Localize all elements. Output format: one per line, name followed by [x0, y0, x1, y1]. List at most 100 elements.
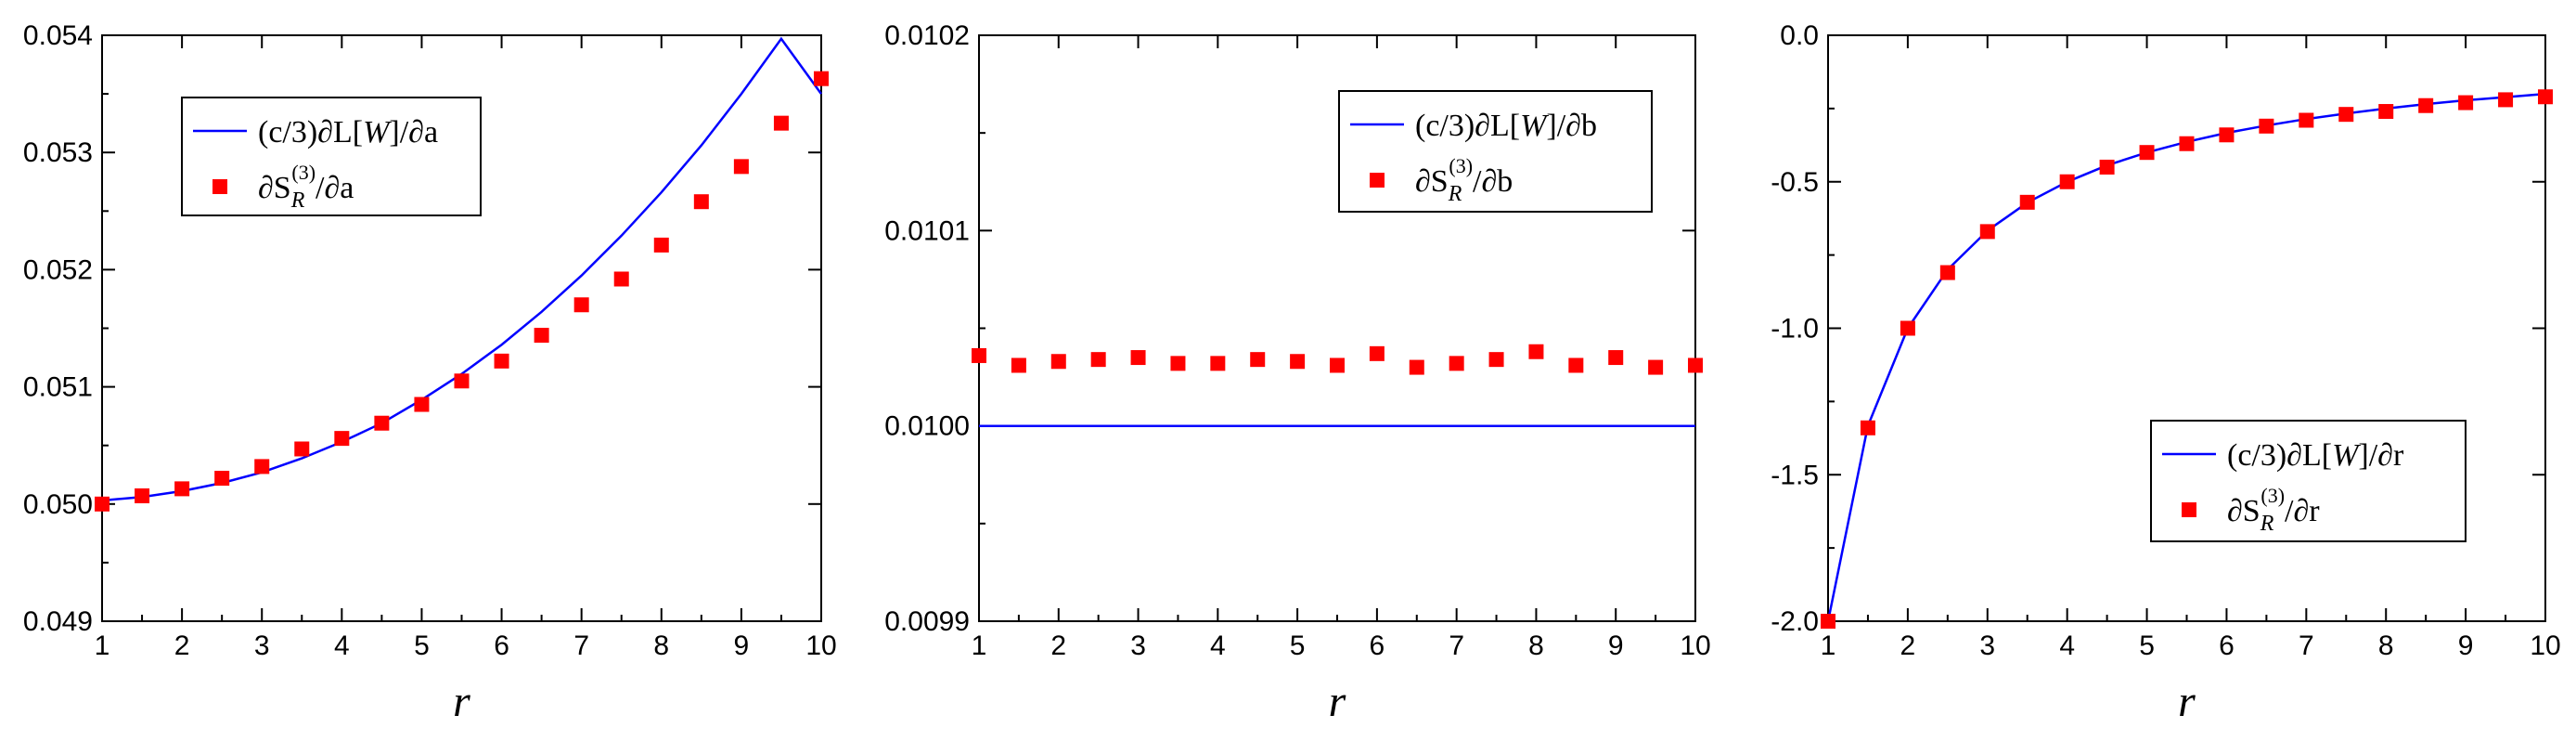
data-point: [2498, 92, 2514, 108]
x-tick-label: 1: [95, 630, 110, 661]
x-tick-label: 7: [573, 630, 589, 661]
data-point: [414, 396, 430, 412]
y-tick-label: -0.5: [1771, 167, 1819, 198]
legend-label-marker: ∂SR(3)/∂b: [1415, 154, 1513, 206]
data-point: [174, 481, 190, 497]
y-tick-label: 0.053: [23, 137, 93, 168]
y-tick-label: 0.054: [23, 20, 93, 51]
legend-box: [181, 97, 482, 216]
y-tick-label: 0.049: [23, 606, 93, 637]
data-point: [2139, 145, 2155, 161]
y-tick-label: -2.0: [1771, 606, 1819, 637]
x-tick-label: 10: [2530, 630, 2560, 661]
data-point: [1369, 345, 1385, 361]
legend-marker-swatch: [213, 179, 227, 194]
data-point: [334, 431, 350, 447]
data-point: [693, 194, 709, 210]
data-point: [1939, 265, 1955, 280]
data-point: [2299, 112, 2314, 128]
x-tick-label: 5: [1290, 630, 1306, 661]
data-point: [135, 488, 150, 503]
data-point: [1568, 358, 1584, 373]
x-tick-label: 8: [653, 630, 669, 661]
data-point: [1050, 354, 1066, 370]
x-tick-label: 9: [734, 630, 750, 661]
data-point: [1449, 356, 1464, 371]
x-tick-label: 8: [1528, 630, 1544, 661]
x-tick-label: 6: [2219, 630, 2235, 661]
data-point: [1648, 359, 1664, 375]
data-point: [254, 459, 270, 474]
data-point: [1528, 344, 1544, 359]
y-tick-label: 0.0102: [884, 20, 970, 51]
x-tick-label: 4: [2059, 630, 2075, 661]
data-point: [294, 441, 310, 457]
x-tick-label: 4: [1210, 630, 1226, 661]
data-point: [1250, 352, 1266, 368]
data-point: [454, 373, 470, 389]
y-tick-label: 0.052: [23, 254, 93, 285]
data-point: [2418, 98, 2434, 113]
data-point: [2538, 89, 2553, 105]
data-point: [1290, 354, 1306, 370]
data-point: [1409, 359, 1424, 375]
data-point: [2099, 159, 2115, 175]
y-tick-label: 0.051: [23, 372, 93, 403]
data-point: [1821, 614, 1835, 629]
y-tick-label: 0.0: [1780, 20, 1819, 51]
chart-panel-2: 1 2 3 4 5 6 7 8 9 10 0.0099 0.0100 0.0101 0.0102 r (c/3…: [884, 20, 1710, 726]
x-tick-label: 2: [1050, 630, 1066, 661]
data-point: [1860, 420, 1875, 436]
x-tick-label: 3: [1979, 630, 1995, 661]
data-point: [2179, 136, 2195, 151]
legend-marker-swatch: [2182, 502, 2196, 517]
y-tick-label: -1.5: [1771, 460, 1819, 490]
data-point: [773, 115, 789, 131]
data-point: [1170, 356, 1186, 371]
data-point: [214, 471, 230, 487]
data-point: [1011, 358, 1026, 373]
x-tick-label: 4: [334, 630, 350, 661]
data-point: [1488, 352, 1504, 368]
legend-label-line: (c/3)∂L[W]/∂r: [2227, 438, 2404, 473]
legend: (c/3)∂L[W]/∂a ∂SR(3)/∂a: [181, 97, 482, 216]
y-tick-label: 0.0100: [884, 411, 970, 442]
data-point: [573, 297, 589, 313]
data-point: [2059, 174, 2075, 189]
legend-marker-swatch: [1370, 173, 1385, 188]
y-tick-label: 0.0099: [884, 606, 970, 637]
data-point: [1608, 350, 1624, 366]
legend: (c/3)∂L[W]/∂b ∂SR(3)/∂b: [1338, 90, 1653, 213]
chart-panel-3: 1 2 3 4 5 6 7 8 9 10 -2.0 -1.5 -1.0 -0.5 0.0 r (c/3)∂L[W…: [1771, 20, 2560, 726]
x-tick-label: 6: [494, 630, 509, 661]
data-point: [374, 415, 390, 431]
legend-label-line: (c/3)∂L[W]/∂a: [258, 115, 438, 150]
data-point: [1090, 352, 1106, 368]
data-point: [534, 328, 549, 344]
x-axis-title: r: [453, 677, 470, 726]
y-tick-label: -1.0: [1771, 314, 1819, 344]
x-tick-label: 10: [1680, 630, 1710, 661]
legend: (c/3)∂L[W]/∂r ∂SR(3)/∂r: [2150, 420, 2467, 542]
chart-panel-1: 1 2 3 4 5 6 7 8 9 10 0.049 0.050 0.051 0.052 0.053 0.05…: [23, 20, 837, 726]
x-tick-label: 9: [1608, 630, 1624, 661]
data-point: [972, 347, 986, 363]
legend-box: [2150, 420, 2467, 542]
y-tick-label: 0.050: [23, 489, 93, 520]
data-point: [1979, 224, 1995, 240]
x-tick-label: 1: [1821, 630, 1836, 661]
x-tick-label: 8: [2378, 630, 2394, 661]
x-tick-label: 3: [1130, 630, 1146, 661]
x-axis-title: r: [1329, 677, 1346, 726]
data-point: [95, 496, 109, 512]
legend-label-marker: ∂SR(3)/∂r: [2227, 484, 2320, 536]
x-tick-label: 9: [2458, 630, 2474, 661]
x-tick-label: 6: [1370, 630, 1385, 661]
x-tick-label: 10: [805, 630, 836, 661]
data-point: [733, 159, 749, 175]
x-tick-label: 5: [414, 630, 430, 661]
data-point: [613, 271, 629, 287]
data-point: [2458, 95, 2474, 110]
data-point: [1688, 358, 1703, 373]
